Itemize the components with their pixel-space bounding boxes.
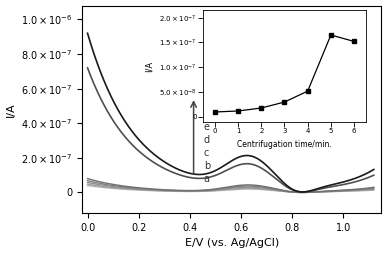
Y-axis label: I/A: I/A <box>5 102 15 117</box>
X-axis label: E/V (vs. Ag/AgCl): E/V (vs. Ag/AgCl) <box>185 239 279 248</box>
Text: c: c <box>204 148 209 158</box>
X-axis label: Centrifugation time/min.: Centrifugation time/min. <box>237 140 332 149</box>
Text: a: a <box>204 173 210 184</box>
Text: b: b <box>204 161 210 171</box>
Text: f: f <box>204 96 207 106</box>
Text: g: g <box>204 109 210 119</box>
Y-axis label: I/A: I/A <box>145 60 154 72</box>
Text: e: e <box>204 122 210 132</box>
Text: d: d <box>204 135 210 145</box>
